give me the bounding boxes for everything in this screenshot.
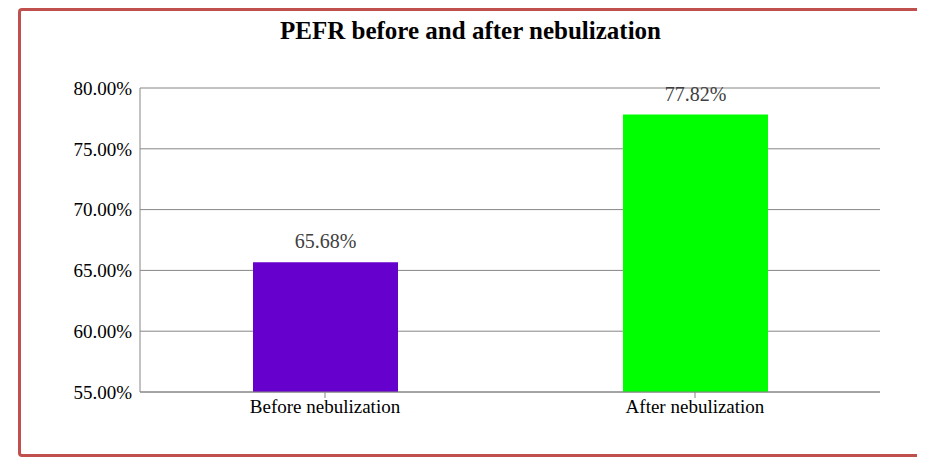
svg-text:80.00%: 80.00% <box>73 78 132 99</box>
svg-text:75.00%: 75.00% <box>73 139 132 160</box>
svg-text:60.00%: 60.00% <box>73 321 132 342</box>
svg-text:55.00%: 55.00% <box>73 382 132 403</box>
svg-text:70.00%: 70.00% <box>73 199 132 220</box>
html-text:PEFR before and after nebuliza: PEFR before and after nebulization <box>280 17 661 44</box>
svg-text:65.68%: 65.68% <box>295 230 357 252</box>
svg-text:Before nebulization: Before nebulization <box>250 396 401 417</box>
svg-text:77.82%: 77.82% <box>665 83 727 105</box>
svg-text:After nebulization: After nebulization <box>626 396 765 417</box>
svg-text:65.00%: 65.00% <box>73 260 132 281</box>
